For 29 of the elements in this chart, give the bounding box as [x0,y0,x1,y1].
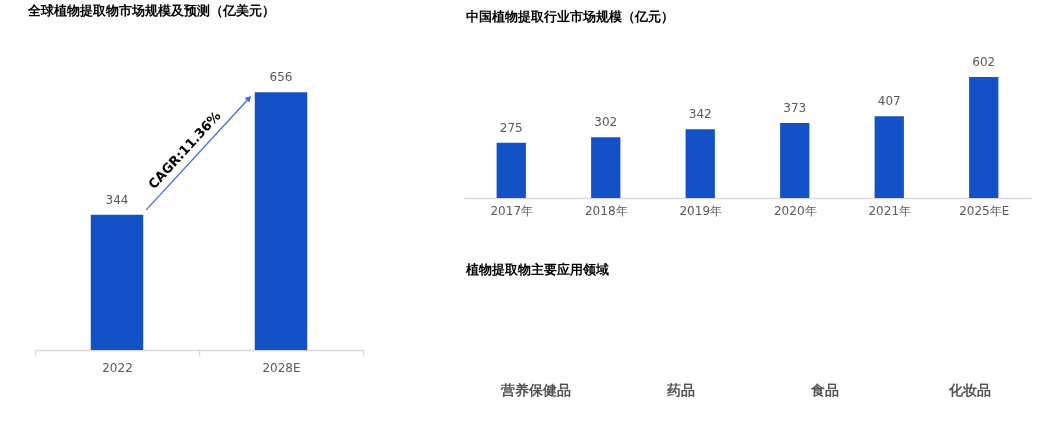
data-label: 656 [269,70,293,85]
data-label: 602 [972,55,996,70]
text: 食品 [810,382,840,398]
x-tick-label: 2019年 [679,203,723,218]
x-tick-label: 2022 [102,360,133,375]
data-label: 302 [594,115,618,130]
x-tick-label: 2021年 [868,203,912,218]
data-label: 342 [688,107,712,122]
x-tick-label: 2020年 [773,203,817,218]
text: 药品 [665,382,695,398]
data-label: 407 [877,94,901,109]
bar [591,137,621,198]
data-label: 373 [783,101,807,116]
bar [496,142,526,198]
bar [969,77,999,198]
x-tick-label: 2028E [262,360,301,375]
data-label: 344 [105,192,129,207]
x-tick-label: 2018年 [584,203,628,218]
x-tick-label: 2025年E [959,203,1010,218]
text: 植物提取物主要应用领域 [465,262,609,277]
data-label: 275 [499,120,523,135]
bar [874,116,904,198]
chart-title: 中国植物提取行业市场规模（亿元） [466,9,674,24]
bar [780,123,810,198]
x-tick-label: 2017年 [490,203,534,218]
bar [685,129,715,198]
chart-title: 全球植物提取物市场规模及预测（亿美元） [27,3,275,18]
text: 营养保健品 [500,382,572,398]
text: 化妆品 [947,382,991,398]
